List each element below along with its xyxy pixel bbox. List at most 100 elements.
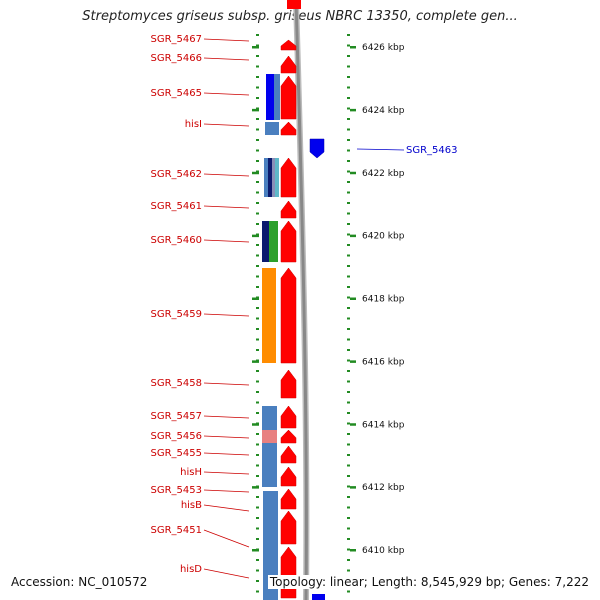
gene-arrow-hisB[interactable] (280, 510, 297, 545)
gene-label-SGR_5460[interactable]: SGR_5460 (151, 235, 203, 246)
cog-block (266, 74, 274, 120)
minor-tick-left (256, 286, 259, 288)
minor-tick-right (347, 506, 350, 509)
leader-line-SGR_5459 (203, 313, 250, 317)
minor-tick-right (347, 296, 350, 299)
minor-tick-right (347, 559, 350, 561)
gene-arrow-SGR_5456[interactable] (280, 429, 297, 444)
leader-line-hisB (203, 504, 250, 512)
minor-tick-right (347, 233, 350, 236)
gene-arrow-SGR_5453[interactable] (280, 488, 297, 510)
minor-tick-right (347, 380, 350, 383)
cog-annotation-track (262, 74, 280, 600)
gene-arrow-SGR_5467[interactable] (280, 39, 297, 51)
minor-tick-left (256, 191, 259, 194)
minor-tick-left (256, 433, 259, 435)
major-tick-left-6422 (252, 171, 259, 175)
minor-tick-right (347, 569, 350, 572)
gene-arrow-SGR_5457[interactable] (280, 405, 297, 429)
minor-tick-left (256, 307, 259, 309)
major-tick-6424 (350, 108, 356, 112)
minor-tick-left (256, 328, 259, 330)
major-tick-left-6416 (252, 360, 259, 363)
gene-arrow-SGR_5461[interactable] (280, 200, 297, 219)
minor-tick-left (256, 128, 259, 131)
gene-arrow-SGR_5459[interactable] (280, 267, 297, 364)
minor-tick-right (347, 391, 350, 393)
gene-arrow-hisH[interactable] (280, 466, 297, 487)
gene-label-hisI[interactable]: hisI (185, 119, 202, 130)
major-tick-6426 (350, 46, 356, 49)
minor-tick-left (256, 443, 259, 446)
gene-label-SGR_5459[interactable]: SGR_5459 (151, 309, 203, 320)
gene-label-SGR_5466[interactable]: SGR_5466 (151, 53, 203, 64)
minor-tick-left (256, 181, 259, 183)
gene-label-SGR_5456[interactable]: SGR_5456 (151, 431, 203, 442)
leader-line-SGR_5451 (203, 529, 250, 548)
minor-tick-left (256, 202, 259, 204)
minor-tick-left (256, 391, 259, 393)
minor-tick-right (347, 475, 350, 477)
minor-tick-right (347, 107, 350, 110)
minor-tick-right (347, 254, 350, 257)
gene-label-SGR_5463[interactable]: SGR_5463 (406, 145, 458, 156)
minor-tick-right (347, 590, 350, 593)
minor-tick-right (347, 160, 350, 162)
gene-label-hisH[interactable]: hisH (180, 467, 202, 478)
gene-arrow-SGR_5458[interactable] (280, 369, 297, 399)
gene-label-SGR_5462[interactable]: SGR_5462 (151, 169, 203, 180)
minor-tick-left (256, 275, 259, 278)
cog-block (262, 443, 277, 487)
gene-label-SGR_5453[interactable]: SGR_5453 (151, 485, 203, 496)
leader-line-SGR_5457 (203, 415, 250, 419)
gene-arrow-SGR_5466[interactable] (280, 55, 297, 74)
gene-label-SGR_5457[interactable]: SGR_5457 (151, 411, 203, 422)
minor-tick-right (347, 307, 350, 309)
minor-tick-left (256, 349, 259, 351)
gene-arrow-SGR_5460[interactable] (280, 220, 297, 263)
minor-tick-left (256, 223, 259, 225)
minor-tick-right (347, 548, 350, 551)
minor-tick-left (256, 107, 259, 110)
gene-label-hisB[interactable]: hisB (181, 500, 202, 511)
minor-tick-right (347, 244, 350, 246)
genome-backbone (293, 0, 310, 600)
leader-line-SGR_5465 (203, 92, 250, 96)
minor-tick-left (256, 338, 259, 341)
gene-arrow-hisI[interactable] (280, 121, 297, 136)
gene-label-SGR_5451[interactable]: SGR_5451 (151, 525, 203, 536)
minor-tick-left (256, 401, 259, 404)
minor-tick-right (347, 170, 350, 173)
tick-label-6422: 6422 kbp (362, 169, 405, 179)
gene-label-SGR_5467[interactable]: SGR_5467 (151, 34, 203, 45)
minor-tick-left (256, 44, 259, 47)
gene-arrow-SGR_5465[interactable] (280, 75, 297, 120)
leader-line-SGR_5458 (203, 382, 250, 386)
cog-block (265, 122, 279, 135)
gene-label-SGR_5458[interactable]: SGR_5458 (151, 378, 203, 389)
minor-tick-left (256, 538, 259, 540)
gene-label-SGR_5455[interactable]: SGR_5455 (151, 448, 203, 459)
gene-arrow-SGR_5451[interactable] (280, 546, 297, 577)
minor-tick-right (347, 370, 350, 372)
leader-line-hisH (203, 471, 250, 475)
minor-tick-left (256, 118, 259, 120)
gene-label-SGR_5465[interactable]: SGR_5465 (151, 88, 203, 99)
major-tick-6410 (350, 549, 356, 552)
leader-line-SGR_5456 (203, 435, 250, 439)
gene-label-SGR_5461[interactable]: SGR_5461 (151, 201, 203, 212)
gene-arrow-SGR_5455[interactable] (280, 445, 297, 464)
minor-tick-right (347, 485, 350, 488)
gene-labels: SGR_5467 SGR_5466 SGR_5465 hisI SGR_5462 SGR_… (151, 34, 458, 579)
minor-tick-left (256, 212, 259, 215)
backbone-line (294, 0, 308, 600)
gene-arrow-SGR_5463[interactable] (309, 138, 325, 159)
gene-label-hisD[interactable]: hisD (180, 564, 202, 575)
gene-arrow-SGR_5462[interactable] (280, 157, 297, 198)
minor-tick-right (347, 139, 350, 141)
minor-tick-left (256, 34, 259, 36)
major-tick-6412 (350, 486, 356, 489)
cog-block (268, 158, 272, 197)
minor-tick-right (347, 359, 350, 362)
